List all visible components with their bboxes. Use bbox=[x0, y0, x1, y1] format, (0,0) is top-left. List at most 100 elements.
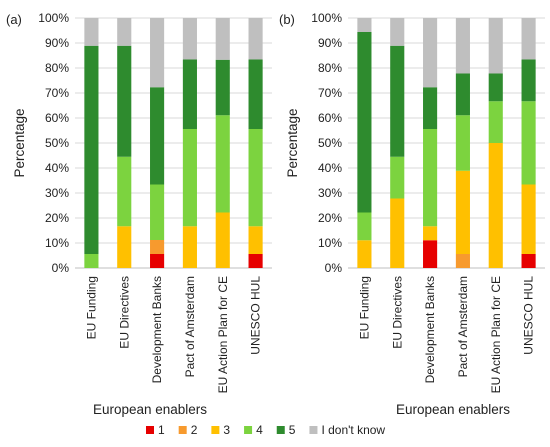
y-tick-label: 70% bbox=[45, 86, 69, 100]
legend-label: 5 bbox=[289, 423, 296, 437]
legend-label: 2 bbox=[191, 423, 198, 437]
bar-segment-5 bbox=[455, 73, 470, 116]
panel-label: (b) bbox=[279, 12, 295, 27]
legend-swatch bbox=[276, 426, 285, 434]
bar-segment-3 bbox=[357, 240, 372, 268]
bar-segment-2 bbox=[150, 240, 165, 254]
bar-segment-3 bbox=[390, 198, 405, 268]
bar-segment-i-don-t-know bbox=[84, 18, 99, 46]
bar-segment-i-don-t-know bbox=[455, 18, 470, 74]
x-tick-label: EU Directives bbox=[117, 276, 131, 349]
bar-segment-4 bbox=[423, 129, 438, 227]
bar-segment-4 bbox=[390, 156, 405, 199]
x-tick-label: EU Funding bbox=[84, 276, 98, 339]
legend: 1 2 3 4 5 I don't know bbox=[146, 423, 385, 437]
bar-segment-4 bbox=[215, 115, 230, 213]
bar-segment-i-don-t-know bbox=[357, 18, 372, 32]
bar-segment-3 bbox=[248, 226, 263, 254]
y-tick-label: 10% bbox=[45, 236, 69, 250]
bar-segment-i-don-t-know bbox=[521, 18, 536, 60]
bar-segment-5 bbox=[521, 59, 536, 102]
x-tick-label: EU Action Plan for CE bbox=[489, 276, 503, 393]
bar-segment-i-don-t-know bbox=[117, 18, 132, 46]
x-tick-label: Pact of Amsterdam bbox=[183, 276, 197, 377]
x-tick-label: EU Action Plan for CE bbox=[216, 276, 230, 393]
legend-label: 3 bbox=[223, 423, 230, 437]
y-tick-label: 20% bbox=[318, 211, 342, 225]
bar-segment-4 bbox=[117, 156, 132, 227]
x-tick-label: UNESCO HUL bbox=[249, 276, 263, 355]
bar-segment-4 bbox=[84, 254, 99, 268]
bar-segment-i-don-t-know bbox=[488, 18, 503, 74]
bar-segment-5 bbox=[390, 45, 405, 157]
x-tick-label: UNESCO HUL bbox=[522, 276, 536, 355]
legend-label: 1 bbox=[158, 423, 165, 437]
x-tick-label: Development Banks bbox=[423, 276, 437, 383]
bar-segment-5 bbox=[215, 59, 230, 116]
bar-segment-5 bbox=[117, 45, 132, 157]
bar-segment-4 bbox=[521, 101, 536, 185]
panel-a: 0% 10% 20% 30% 40% 50% 60% 70% 80% 90% 100% EU Fund… bbox=[6, 11, 272, 417]
y-tick-label: 20% bbox=[45, 211, 69, 225]
bar-segment-5 bbox=[357, 32, 372, 213]
y-tick-label: 80% bbox=[318, 61, 342, 75]
bar-segment-5 bbox=[150, 87, 165, 185]
bar-segment-i-don-t-know bbox=[423, 18, 438, 88]
y-tick-label: 0% bbox=[52, 261, 70, 275]
bar-segment-3 bbox=[488, 143, 503, 268]
bar-segment-3 bbox=[117, 226, 132, 268]
y-tick-label: 90% bbox=[318, 36, 342, 50]
bar-segment-3 bbox=[215, 212, 230, 268]
y-tick-label: 100% bbox=[311, 11, 342, 25]
y-tick-label: 100% bbox=[38, 11, 69, 25]
panel-b: 0% 10% 20% 30% 40% 50% 60% 70% 80% 90% 100% EU Fund… bbox=[279, 11, 545, 417]
bar-segment-5 bbox=[84, 45, 99, 254]
y-tick-label: 10% bbox=[318, 236, 342, 250]
y-tick-label: 80% bbox=[45, 61, 69, 75]
bar-segment-5 bbox=[423, 87, 438, 129]
legend-swatch bbox=[244, 426, 253, 434]
y-axis-title: Percentage bbox=[285, 108, 300, 177]
x-axis-title: European enablers bbox=[93, 402, 207, 417]
legend-label: I don't know bbox=[321, 423, 385, 437]
bar-segment-4 bbox=[248, 129, 263, 227]
bar-segment-i-don-t-know bbox=[150, 18, 165, 88]
x-axis-title: European enablers bbox=[396, 402, 510, 417]
y-tick-label: 40% bbox=[318, 161, 342, 175]
legend-swatch bbox=[309, 426, 318, 434]
legend-swatch bbox=[211, 426, 220, 434]
bar-segment-1 bbox=[150, 254, 165, 268]
bar-segment-3 bbox=[182, 226, 197, 268]
panel-label: (a) bbox=[6, 12, 22, 27]
y-tick-label: 60% bbox=[318, 111, 342, 125]
x-tick-label: EU Directives bbox=[390, 276, 404, 349]
bar-segment-5 bbox=[182, 59, 197, 129]
bar-segment-i-don-t-know bbox=[182, 18, 197, 60]
x-tick-label: Development Banks bbox=[150, 276, 164, 383]
bar-segment-5 bbox=[488, 73, 503, 102]
y-tick-label: 30% bbox=[318, 186, 342, 200]
bar-segment-4 bbox=[182, 129, 197, 227]
bar-segment-4 bbox=[150, 184, 165, 240]
y-axis-title: Percentage bbox=[12, 108, 27, 177]
y-tick-label: 40% bbox=[45, 161, 69, 175]
bar-segment-4 bbox=[455, 115, 470, 171]
x-tick-label: Pact of Amsterdam bbox=[456, 276, 470, 377]
bar-segment-3 bbox=[455, 170, 470, 254]
y-tick-label: 90% bbox=[45, 36, 69, 50]
y-tick-label: 70% bbox=[318, 86, 342, 100]
bar-segment-2 bbox=[455, 254, 470, 268]
x-tick-label: EU Funding bbox=[357, 276, 371, 339]
bar-segment-5 bbox=[248, 59, 263, 129]
bar-segment-1 bbox=[248, 254, 263, 268]
y-tick-label: 60% bbox=[45, 111, 69, 125]
bar-segment-1 bbox=[521, 254, 536, 268]
bar-segment-3 bbox=[423, 226, 438, 241]
legend-swatch bbox=[178, 426, 187, 434]
bar-segment-4 bbox=[357, 212, 372, 241]
y-tick-label: 50% bbox=[318, 136, 342, 150]
y-tick-label: 50% bbox=[45, 136, 69, 150]
bar-segment-3 bbox=[521, 184, 536, 254]
legend-label: 4 bbox=[256, 423, 263, 437]
